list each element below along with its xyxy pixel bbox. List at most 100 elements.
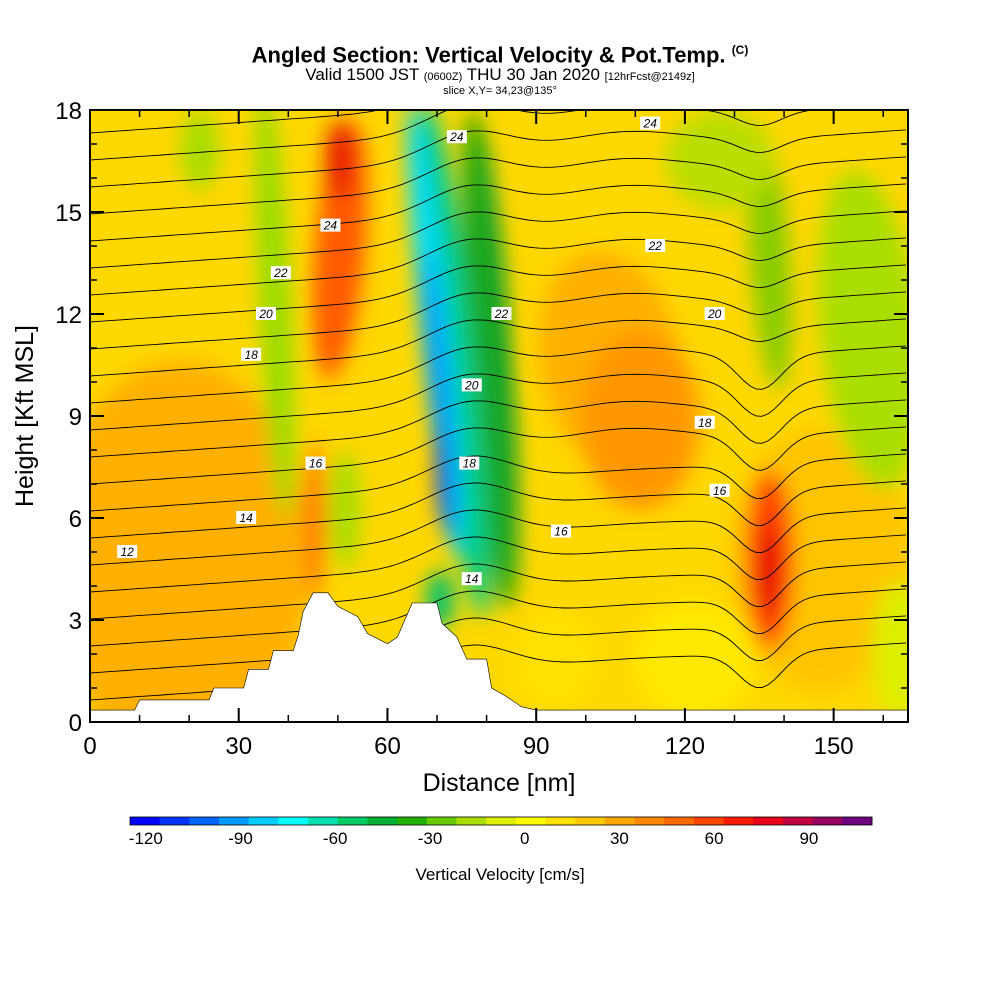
velocity-region (255, 110, 295, 520)
isentrope-line (90, 237, 907, 296)
y-tick-label: 18 (55, 98, 82, 125)
colorbar-swatch (456, 817, 487, 825)
colorbar: -120 -90 -60 -30 0 30 60 90 (129, 816, 873, 848)
terrain-layer (89, 592, 909, 723)
x-tick-label: 30 (225, 733, 252, 760)
isentrope-lines (90, 110, 907, 701)
colorbar-swatch (693, 817, 724, 825)
isentrope-line (90, 129, 907, 188)
velocity-region (329, 450, 361, 570)
isentrope-label: 22 (494, 307, 509, 321)
isentrope-label-bg (645, 239, 666, 252)
colorbar-swatch (130, 817, 161, 825)
colorbar-swatch (367, 817, 398, 825)
isentrope-label-bg (550, 524, 571, 538)
isentrope-line (90, 426, 907, 485)
colorbar-swatch (308, 817, 339, 825)
plot-area (90, 110, 908, 722)
isentrope-line (90, 318, 907, 377)
velocity-region (635, 600, 755, 720)
isentrope-label: 24 (643, 117, 658, 131)
velocity-region (515, 610, 595, 710)
chart-title-block: Angled Section: Vertical Velocity & Pot.… (0, 38, 1000, 98)
velocity-region (421, 110, 489, 619)
isentrope-label-bg (459, 456, 480, 470)
isentrope-label-bg (446, 130, 467, 144)
y-tick-label: 0 (69, 710, 82, 737)
isentrope-label-bg (236, 511, 257, 524)
isentrope-label-bg (305, 456, 326, 470)
isentrope-label-bg (491, 307, 512, 320)
velocity-region (817, 170, 908, 490)
isentrope-line (90, 480, 907, 539)
isentrope-labels: 12 14 14 16 16 16 18 18 18 20 20 20 22 22 22 24 24 24 (117, 116, 730, 586)
velocity-region (305, 440, 325, 600)
colorbar-swatch (753, 817, 784, 825)
isentrope-label: 14 (465, 572, 479, 586)
isentrope-line (90, 615, 907, 674)
isentrope-line (90, 156, 907, 215)
velocity-region (180, 110, 220, 190)
colorbar-swatch (515, 817, 546, 825)
y-tick-label: 12 (55, 302, 82, 329)
isentrope-line (90, 561, 907, 620)
velocity-region (436, 430, 450, 530)
y-tick-label: 3 (69, 608, 82, 635)
colorbar-swatch (159, 817, 190, 825)
colorbar-swatch (842, 817, 873, 825)
isentrope-label-bg (270, 266, 291, 280)
y-axis-title: Height [Kft MSL] (11, 325, 39, 507)
colorbar-tick-label: -30 (418, 829, 443, 848)
isentrope-label: 20 (464, 378, 479, 392)
colorbar-swatch (604, 817, 635, 825)
chart-title: Angled Section: Vertical Velocity & Pot.… (251, 42, 749, 68)
velocity-region (90, 360, 310, 722)
colorbar-swatch (278, 817, 309, 825)
velocity-region (580, 330, 700, 510)
isentrope-line (90, 183, 907, 242)
title-unit: (C) (731, 43, 749, 57)
isentrope-label: 22 (273, 266, 288, 280)
isentrope-label: 16 (554, 525, 568, 539)
isentrope-label-bg (117, 545, 138, 558)
isentrope-label: 14 (239, 511, 253, 525)
colorbar-swatch (664, 817, 695, 825)
isentrope-label: 16 (713, 484, 727, 498)
terrain (89, 592, 909, 723)
valid-zulu: (0600Z) (423, 71, 463, 84)
isentrope-label-bg (694, 415, 715, 429)
x-axis-title: Distance [nm] (423, 769, 576, 797)
x-tick-label: 90 (523, 733, 550, 760)
isentrope-label: 18 (698, 416, 712, 430)
colorbar-swatch (219, 817, 250, 825)
isentrope-line (90, 210, 907, 269)
axes: 0 30 60 90 120 150 0 3 6 9 12 15 18 (55, 98, 909, 760)
isentrope-label: 18 (244, 348, 258, 362)
isentrope-label: 16 (309, 457, 323, 471)
x-tick-label: 60 (374, 733, 401, 760)
colorbar-swatch (723, 817, 754, 825)
colorbar-title: Vertical Velocity [cm/s] (415, 865, 584, 884)
isentrope-label-bg (640, 116, 661, 130)
isentrope-label-bg (461, 378, 482, 392)
colorbar-swatch (486, 817, 517, 825)
colorbar-swatch (575, 817, 606, 825)
isentrope-label: 20 (707, 307, 722, 321)
velocity-region (326, 120, 354, 200)
isentrope-label: 20 (258, 307, 273, 321)
isentrope-line (90, 399, 907, 458)
y-tick-label: 6 (69, 506, 82, 533)
x-tick-label: 0 (83, 733, 96, 760)
colorbar-swatch (189, 817, 220, 825)
isentrope-label-bg (241, 347, 262, 361)
colorbar-tick-label: 90 (799, 829, 818, 848)
isentrope-line (90, 110, 381, 134)
colorbar-tick-label: -120 (129, 829, 163, 848)
colorbar-swatch (397, 817, 428, 825)
colorbar-swatch (812, 817, 843, 825)
isentrope-label-bg (704, 307, 725, 320)
colorbar-tick-label: 0 (520, 829, 529, 848)
colorbar-swatch (782, 817, 814, 825)
colorbar-tick-label: -90 (228, 829, 253, 848)
isentrope-label: 22 (647, 239, 662, 253)
